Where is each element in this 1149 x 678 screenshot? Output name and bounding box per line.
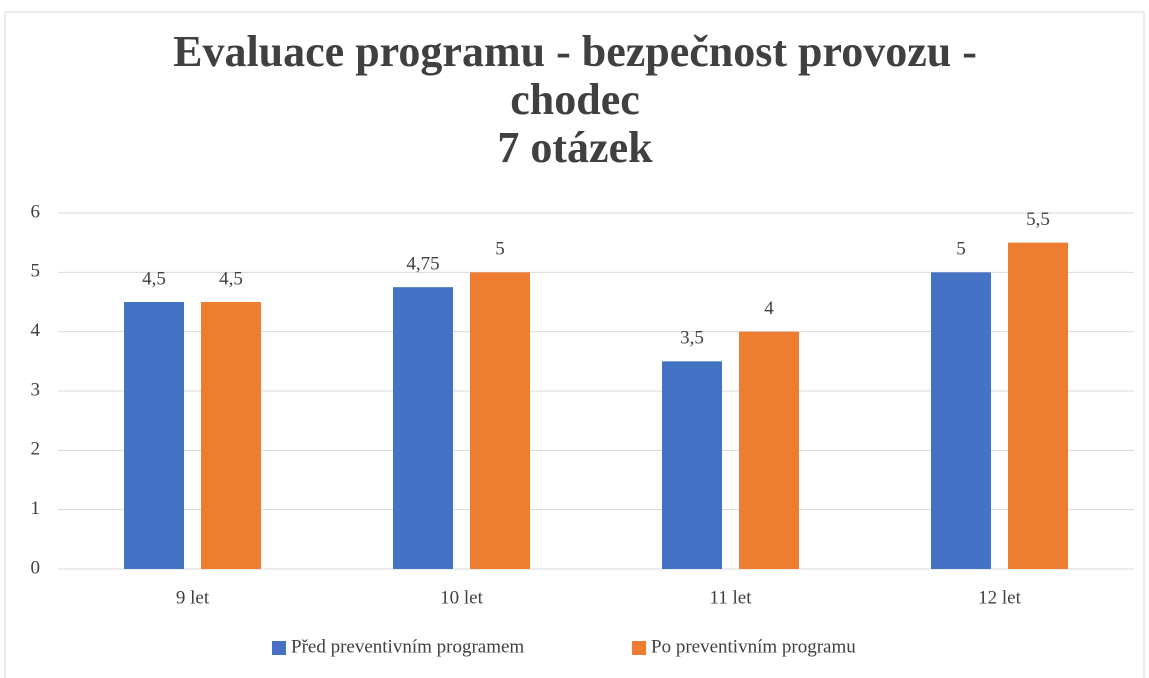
bar: [124, 302, 184, 569]
y-tick-label: 0: [31, 557, 41, 578]
chart-subtitle: 7 otázek: [497, 123, 653, 172]
x-tick-label: 11 let: [709, 587, 752, 608]
y-tick-label: 3: [31, 379, 41, 400]
bar: [662, 361, 722, 569]
legend-label: Před preventivním programem: [291, 636, 524, 657]
y-tick-label: 4: [31, 320, 41, 341]
x-tick-label: 9 let: [176, 587, 210, 608]
bar: [739, 331, 799, 569]
chart-border: [4, 11, 1145, 678]
legend-swatch: [272, 641, 286, 655]
data-label: 4,5: [219, 268, 243, 289]
y-tick-label: 6: [31, 201, 41, 222]
bar: [1008, 242, 1068, 569]
legend-swatch: [632, 641, 646, 655]
data-label: 4,5: [142, 268, 166, 289]
chart-title-block: Evaluace programu - bezpečnost provozu -…: [160, 28, 990, 172]
x-tick-label: 12 let: [978, 587, 1021, 608]
x-tick-label: 10 let: [440, 587, 483, 608]
data-label: 3,5: [680, 328, 704, 349]
data-label: 4: [764, 298, 774, 319]
y-tick-label: 2: [31, 439, 41, 460]
data-label: 5: [495, 239, 505, 260]
data-label: 5,5: [1026, 209, 1050, 230]
bar: [931, 272, 991, 569]
bar: [470, 272, 530, 569]
chart-title: Evaluace programu - bezpečnost provozu -…: [173, 27, 977, 124]
data-label: 5: [956, 239, 966, 260]
data-label: 4,75: [406, 254, 439, 275]
bar: [201, 302, 261, 569]
bar: [393, 287, 453, 569]
y-tick-label: 5: [31, 261, 41, 282]
legend-label: Po preventivním programu: [651, 636, 856, 657]
y-tick-label: 1: [31, 498, 41, 519]
